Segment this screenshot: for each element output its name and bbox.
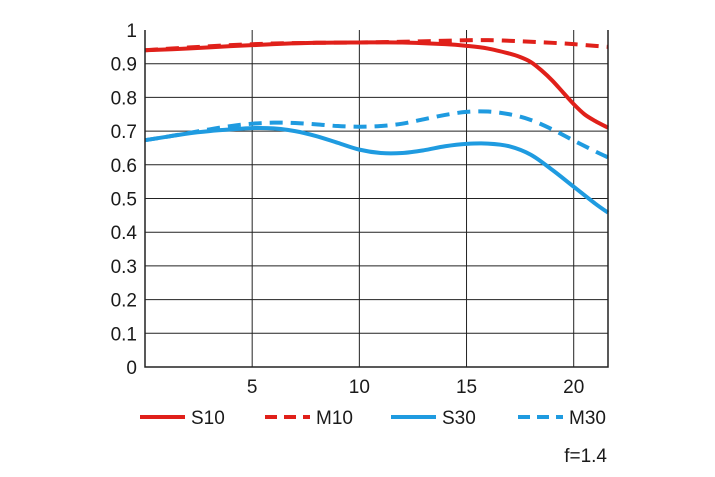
legend: S10 M10 S30 M30 — [140, 408, 606, 429]
series-line-m10 — [144, 38, 609, 53]
y-tick-label: 0.5 — [111, 190, 137, 211]
series-line-s30 — [144, 125, 610, 215]
series-line-s10 — [144, 40, 609, 130]
y-tick-label: 0.8 — [111, 88, 137, 109]
y-tick-label: 0.1 — [111, 324, 137, 345]
legend-label-m30: M30 — [569, 408, 606, 429]
y-tick-label: 0.6 — [111, 156, 137, 177]
x-tick-label: 20 — [563, 377, 584, 398]
x-tick-label: 10 — [349, 377, 370, 398]
y-tick-label: 0.9 — [111, 55, 137, 76]
y-tick-label: 0.4 — [111, 223, 138, 244]
legend-label-m10: M10 — [316, 408, 353, 429]
y-tick-label: 1 — [126, 21, 137, 42]
x-tick-label: 15 — [456, 377, 477, 398]
y-tick-label: 0.3 — [111, 257, 137, 278]
aperture-annotation: f=1.4 — [564, 446, 607, 467]
y-tick-label: 0.2 — [111, 291, 137, 312]
x-tick-label: 5 — [247, 377, 258, 398]
series-lines — [144, 38, 610, 215]
axis-labels: 00.10.20.30.40.50.60.70.80.915 10 15 20 — [111, 21, 585, 398]
plot-frame — [144, 30, 609, 368]
grid — [145, 30, 608, 367]
y-tick-label: 0.7 — [111, 122, 137, 143]
series-line-m30 — [144, 109, 609, 160]
y-tick-label: 0 — [126, 358, 137, 379]
legend-label-s10: S10 — [191, 408, 225, 429]
plot-border — [144, 30, 609, 368]
legend-label-s30: S30 — [442, 408, 476, 429]
